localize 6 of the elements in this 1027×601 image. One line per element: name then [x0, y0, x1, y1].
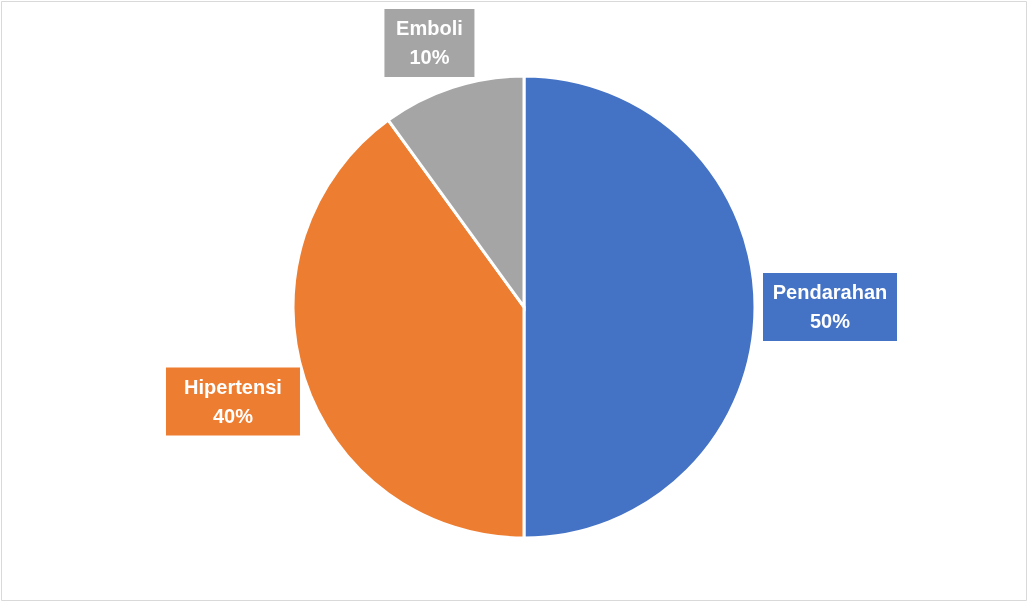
- data-label: 50%: [809, 310, 851, 332]
- slice-label: Emboli: [396, 17, 463, 39]
- data-label: 10%: [409, 46, 450, 68]
- data-label: 40%: [212, 404, 254, 427]
- slice-label: Pendarahan: [772, 281, 888, 303]
- slice-label: Hipertensi: [184, 375, 282, 398]
